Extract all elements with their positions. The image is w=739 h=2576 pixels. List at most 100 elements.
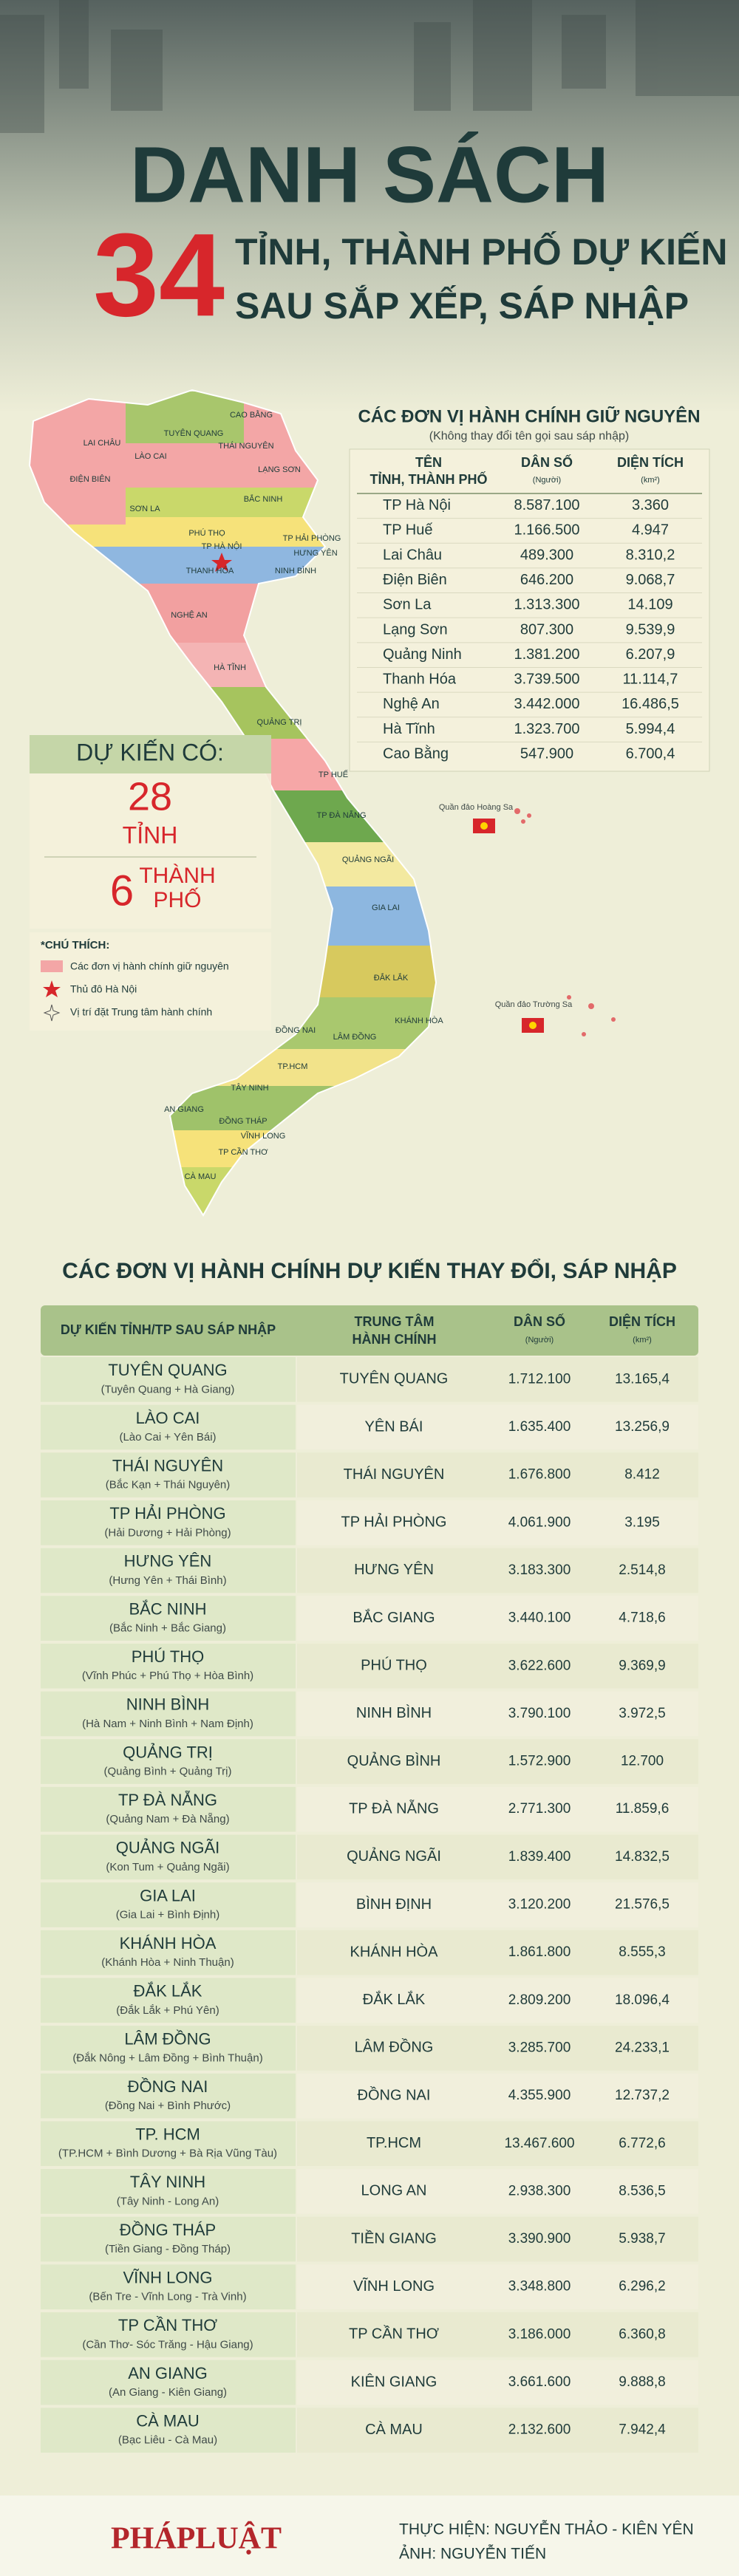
row-name: TÂY NINH — [130, 2173, 205, 2191]
row-name: ĐẮK LẮK — [134, 1982, 202, 2001]
row-population: 1.839.400 — [508, 1849, 571, 1865]
skyline — [0, 0, 739, 133]
row-name-bg — [41, 2312, 296, 2357]
province-label: TP CẦN THƠ — [218, 1147, 268, 1157]
row-sub: (Quảng Nam + Đà Nẵng) — [106, 1813, 229, 1825]
row-sub: (Lào Cai + Yên Bái) — [119, 1431, 216, 1444]
row-sub: (Kon Tum + Quảng Ngãi) — [106, 1861, 229, 1873]
row-population: 3.790.100 — [508, 1706, 571, 1721]
row-population: 3.440.100 — [508, 1610, 571, 1626]
row-sub: (Hưng Yên + Thái Bình) — [109, 1574, 226, 1587]
row-center: PHÚ THỌ — [361, 1657, 427, 1674]
column-header: DỰ KIẾN TỈNH/TP SAU SÁP NHẬP — [61, 1322, 276, 1337]
row-center: QUẢNG BÌNH — [347, 1752, 441, 1769]
row-center: LONG AN — [361, 2183, 427, 2199]
row-area: 6.296,2 — [619, 2279, 665, 2295]
row-name-bg — [41, 1357, 296, 1402]
row-population: 3.285.700 — [508, 2040, 571, 2055]
table-cell: 9.068,7 — [626, 572, 675, 588]
row-name-bg — [41, 2121, 296, 2167]
column-unit: (km²) — [641, 476, 660, 485]
row-population: 1.572.900 — [508, 1754, 571, 1769]
island — [527, 813, 531, 818]
row-name-bg — [41, 2264, 296, 2310]
row-center: LÂM ĐỒNG — [355, 2038, 434, 2056]
row-area: 6.772,6 — [619, 2136, 665, 2151]
table-cell: 5.994,4 — [626, 721, 675, 737]
island — [521, 819, 525, 824]
row-bg — [297, 2360, 698, 2405]
province-label: KHÁNH HÒA — [395, 1016, 443, 1025]
province-label: CAO BẰNG — [230, 410, 273, 420]
row-sub: (An Giang - Kiên Giang) — [109, 2386, 227, 2399]
column-unit: TỈNH, THÀNH PHỐ — [370, 471, 488, 487]
province-label: HÀ TĨNH — [214, 663, 246, 672]
row-name-bg — [41, 2026, 296, 2071]
row-population: 3.186.000 — [508, 2326, 571, 2342]
table-cell: Điện Biên — [383, 572, 447, 588]
row-population: 1.861.800 — [508, 1944, 571, 1960]
table-cell: Hà Tĩnh — [383, 721, 435, 737]
row-name-bg — [41, 2408, 296, 2453]
table-cell: 6.207,9 — [626, 646, 675, 663]
column-header: DÂN SỐ — [514, 1313, 565, 1329]
island — [588, 1003, 594, 1009]
island-label: Quần đảo Trường Sa — [495, 1000, 573, 1009]
row-center: THÁI NGUYÊN — [344, 1466, 445, 1483]
row-name: QUẢNG TRỊ — [123, 1743, 213, 1761]
row-area: 2.514,8 — [619, 1562, 665, 1578]
title: DANH SÁCH — [130, 130, 609, 219]
province-label: QUẢNG NGÃI — [342, 855, 394, 864]
row-sub: (Đồng Nai + Bình Phước) — [105, 2100, 231, 2112]
column-unit: (Người) — [525, 1336, 554, 1345]
map-outline — [28, 389, 437, 1217]
row-area: 5.938,7 — [619, 2231, 665, 2247]
row-name-bg — [41, 2360, 296, 2405]
building — [562, 15, 606, 89]
row-name-bg — [41, 1786, 296, 1832]
column-unit: HÀNH CHÍNH — [353, 1331, 437, 1347]
table-cell: Quảng Ninh — [383, 646, 462, 663]
row-area: 21.576,5 — [615, 1897, 670, 1913]
row-population: 3.390.900 — [508, 2231, 571, 2247]
map-labels: LAI CHÂU ĐIỆN BIÊN LÀO CAI TUYÊN QUANG CAO B… — [69, 410, 573, 1181]
merged-table: DỰ KIẾN TỈNH/TP SAU SÁP NHẬP TRUNG TÂM HÀN… — [41, 1305, 698, 2453]
row-area: 3.972,5 — [619, 1706, 665, 1721]
row-center: BÌNH ĐỊNH — [356, 1896, 432, 1913]
row-bg — [297, 2169, 698, 2214]
legend-star — [43, 1004, 61, 1022]
title-line: TỈNH, THÀNH PHỐ DỰ KIẾN — [235, 230, 727, 273]
row-population: 1.712.100 — [508, 1371, 571, 1387]
capital-star — [211, 553, 232, 572]
column-unit: (Người) — [533, 476, 561, 485]
row-area: 13.256,9 — [615, 1419, 670, 1435]
row-name: HƯNG YÊN — [124, 1552, 212, 1571]
table-cell: 807.300 — [520, 621, 573, 638]
row-name: AN GIANG — [128, 2364, 208, 2382]
row-name-bg — [41, 1739, 296, 1784]
credit: THỰC HIỆN: NGUYỄN THẢO - KIÊN YÊN — [399, 2521, 694, 2538]
row-bg — [297, 1404, 698, 1450]
column-header: TÊN — [415, 454, 442, 470]
row-center: TUYÊN QUANG — [340, 1370, 449, 1387]
row-area: 11.859,6 — [616, 1801, 670, 1817]
row-name-bg — [41, 1500, 296, 1545]
row-area: 8.555,3 — [619, 1944, 665, 1960]
table-header-bg — [41, 1305, 698, 1356]
row-name: TP ĐÀ NẴNG — [118, 1791, 217, 1809]
island — [582, 1032, 586, 1036]
province-label: PHÚ THỌ — [188, 528, 225, 538]
table-cell: 489.300 — [520, 547, 573, 563]
row-sub: (Đắk Nông + Lâm Đồng + Bình Thuận) — [72, 2051, 262, 2064]
province-label: TP HÀ NỘI — [202, 541, 242, 551]
row-area: 24.233,1 — [615, 2040, 670, 2055]
row-bg — [297, 1500, 698, 1545]
table-cell: 1.323.700 — [514, 721, 580, 737]
row-sub: (Tuyên Quang + Hà Giang) — [101, 1383, 235, 1395]
row-area: 9.888,8 — [619, 2374, 665, 2390]
table-cell: 9.539,9 — [626, 621, 675, 638]
row-area: 6.360,8 — [619, 2326, 665, 2342]
row-area: 7.942,4 — [619, 2422, 666, 2438]
building — [473, 0, 532, 111]
row-population: 2.809.200 — [508, 1992, 571, 2008]
